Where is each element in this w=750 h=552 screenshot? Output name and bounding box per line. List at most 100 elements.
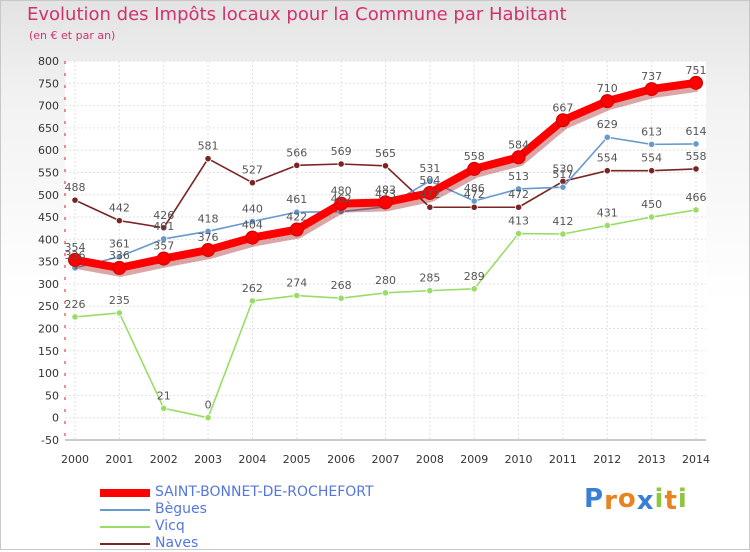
logo-letter: o [617, 484, 637, 514]
data-point [603, 221, 611, 230]
data-label: 450 [641, 198, 662, 211]
data-label: 751 [686, 64, 707, 77]
data-point [293, 291, 301, 300]
data-point [201, 243, 216, 258]
data-point [68, 252, 82, 267]
data-label: 531 [419, 162, 440, 175]
y-tick-label: 500 [38, 189, 59, 202]
y-tick-label: 800 [38, 55, 59, 68]
chart-title: Evolution des Impôts locaux pour la Comm… [27, 4, 567, 25]
data-point [115, 253, 123, 261]
data-label: 472 [419, 188, 440, 201]
data-point [648, 213, 656, 221]
data-label: 431 [597, 207, 618, 220]
data-label: 357 [153, 240, 174, 253]
y-tick-label: 250 [38, 300, 59, 313]
legend-swatch [100, 489, 150, 497]
data-point [514, 203, 523, 211]
data-point [559, 230, 567, 238]
data-point [470, 203, 478, 211]
data-point [71, 313, 79, 321]
data-point [160, 235, 168, 243]
y-tick-label: 150 [38, 345, 59, 358]
x-tick-label: 2003 [194, 453, 222, 466]
data-point [689, 75, 703, 90]
data-label: 530 [552, 162, 573, 175]
data-label: 462 [331, 193, 352, 206]
data-point [337, 294, 345, 302]
legend-swatch [100, 526, 150, 528]
data-label: 440 [242, 203, 263, 216]
data-point [514, 229, 523, 238]
logo-letter: P [584, 484, 605, 514]
data-point [381, 289, 390, 297]
data-label: 504 [419, 174, 440, 187]
y-tick-label: 200 [38, 323, 59, 336]
y-tick-label: 300 [38, 278, 59, 291]
x-tick-label: 2009 [460, 453, 488, 466]
data-label: 613 [641, 125, 662, 138]
line-chart: -50 0 50 100 150 200 250 300 350 400 450 500 550 600 6… [38, 55, 710, 466]
data-point [644, 82, 659, 97]
data-label: 558 [686, 150, 707, 163]
legend-label: SAINT-BONNET-DE-ROCHEFORT [155, 484, 374, 500]
data-point [204, 414, 212, 422]
data-point [555, 113, 570, 128]
data-label: 21 [157, 389, 171, 402]
data-label: 558 [464, 150, 485, 163]
data-label: 268 [331, 279, 352, 292]
data-point [160, 224, 168, 232]
data-label: 0 [205, 399, 212, 412]
data-point [115, 217, 123, 225]
data-label: 226 [65, 298, 86, 311]
logo-letter: i [654, 484, 665, 514]
data-label: 584 [508, 138, 529, 151]
data-point [603, 133, 611, 141]
data-label: 361 [109, 238, 130, 251]
data-point [470, 285, 478, 293]
data-label: 426 [153, 209, 174, 222]
logo-letter: r [604, 486, 618, 516]
data-point [248, 217, 257, 226]
data-label: 354 [65, 241, 86, 254]
x-tick-label: 2008 [416, 453, 444, 466]
proxiti-logo: Proxiti [584, 484, 688, 516]
data-point [156, 251, 171, 266]
legend-label: Vicq [155, 518, 185, 534]
data-label: 527 [242, 164, 263, 177]
legend-swatch [100, 509, 150, 511]
logo-letter: i [677, 484, 688, 514]
data-label: 554 [641, 152, 662, 165]
data-point [600, 94, 615, 109]
data-label: 737 [641, 70, 662, 83]
data-label: 710 [597, 82, 618, 95]
data-label: 466 [686, 191, 707, 204]
data-point [381, 162, 390, 170]
y-tick-label: 100 [38, 367, 59, 380]
legend-swatch [100, 543, 150, 545]
data-label: 376 [198, 231, 219, 244]
data-label: 614 [686, 125, 707, 138]
data-point [692, 165, 700, 173]
data-label: 289 [464, 270, 485, 283]
y-tick-label: 0 [52, 412, 59, 425]
data-point [559, 183, 567, 191]
data-label: 280 [375, 274, 396, 287]
data-label: 422 [286, 211, 307, 224]
y-tick-label: 450 [38, 211, 59, 224]
data-point [160, 404, 168, 412]
data-label: 472 [464, 188, 485, 201]
data-label: 442 [109, 202, 130, 215]
y-tick-label: 600 [38, 144, 59, 157]
data-label: 629 [597, 118, 618, 131]
data-label: 285 [419, 272, 440, 285]
x-tick-label: 2010 [505, 453, 533, 466]
data-point [514, 185, 523, 193]
data-label: 667 [552, 101, 573, 114]
data-label: 565 [375, 147, 396, 160]
data-label: 581 [198, 140, 219, 153]
data-label: 513 [508, 170, 529, 183]
data-point [245, 230, 260, 245]
data-point [112, 260, 127, 275]
y-tick-label: -50 [41, 434, 59, 447]
